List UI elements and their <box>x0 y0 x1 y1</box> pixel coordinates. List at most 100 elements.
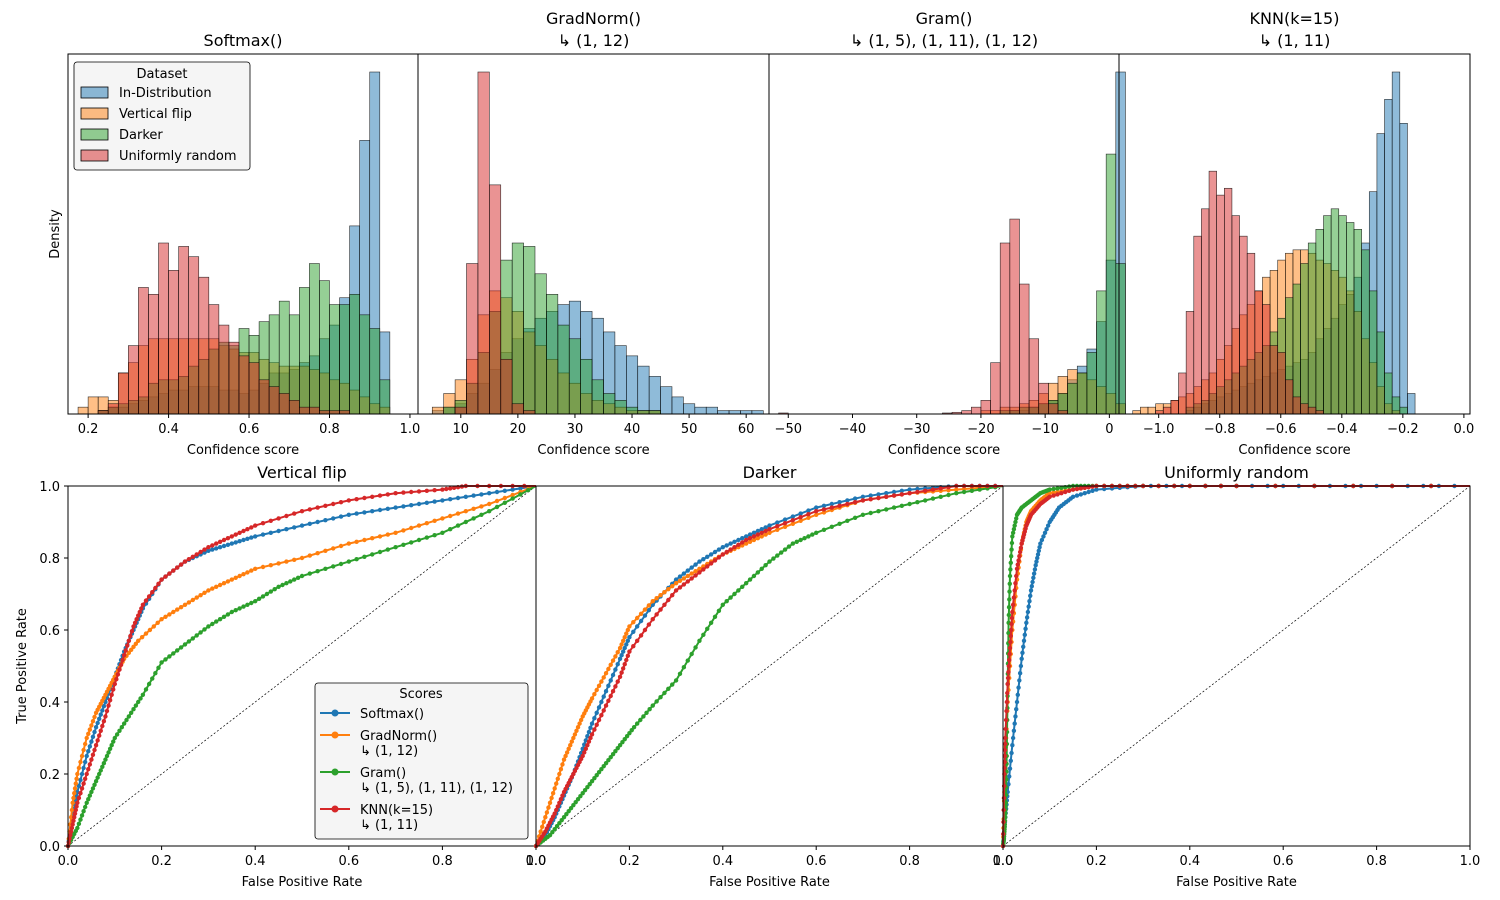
histogram-panel-3: −1.0 −0.8 −0.6 −0.4 −0.2 0.0 Confidence score K… <box>1118 9 1474 458</box>
roc-point <box>153 585 158 591</box>
roc-point <box>716 547 722 552</box>
roc-point <box>608 678 613 683</box>
roc-point <box>393 530 398 535</box>
roc-point <box>171 609 176 615</box>
histogram-bar <box>1185 311 1195 415</box>
x-tick-label: 0.2 <box>78 422 99 437</box>
roc-point <box>241 604 246 609</box>
roc-point <box>72 811 78 816</box>
roc-point <box>876 495 881 501</box>
x-tick-label: 0.6 <box>1273 854 1294 869</box>
roc-point <box>100 708 105 713</box>
roc-point <box>362 554 367 559</box>
roc-point <box>198 593 203 598</box>
roc-point <box>775 524 780 529</box>
roc-point <box>1047 494 1052 499</box>
roc-point <box>103 757 108 762</box>
roc-point <box>547 833 553 838</box>
x-axis-label: Confidence score <box>187 443 299 458</box>
roc-point <box>97 733 102 738</box>
histogram-bar <box>128 345 139 415</box>
roc-point <box>260 521 266 526</box>
roc-point <box>574 728 579 733</box>
roc-point <box>245 570 250 575</box>
roc-point <box>206 545 211 550</box>
legend-swatch <box>80 128 109 141</box>
roc-point <box>276 516 281 521</box>
roc-point <box>852 515 858 520</box>
roc-point <box>1014 516 1019 521</box>
roc-point <box>307 507 312 512</box>
legend-entry: KNN(k=15)↳ (1, 11) <box>360 803 433 833</box>
roc-point <box>658 593 663 598</box>
roc-point <box>814 512 819 517</box>
roc-point <box>479 512 484 517</box>
histogram-bar <box>228 341 240 415</box>
roc-point <box>128 710 134 715</box>
roc-point <box>249 525 254 530</box>
roc-point <box>253 534 258 539</box>
roc-point <box>685 658 690 663</box>
roc-point <box>592 692 597 697</box>
roc-point <box>586 739 592 744</box>
roc-point <box>790 514 796 519</box>
histogram-bar <box>288 400 300 415</box>
roc-point <box>249 535 254 540</box>
roc-point <box>194 633 199 638</box>
roc-point <box>689 571 694 576</box>
roc-point <box>740 536 745 541</box>
roc-point <box>613 667 618 672</box>
roc-markers-1 <box>533 484 998 849</box>
roc-point <box>229 609 234 615</box>
roc-point <box>543 815 548 820</box>
roc-point <box>767 527 772 532</box>
legend-marker <box>331 709 339 717</box>
roc-point <box>646 622 652 627</box>
roc-point <box>455 511 461 516</box>
roc-point <box>264 591 270 597</box>
roc-point <box>1009 540 1015 546</box>
roc-point <box>385 506 390 511</box>
roc-point <box>86 767 91 772</box>
roc-point <box>1005 681 1010 687</box>
x-tick-label: −20 <box>967 422 994 437</box>
x-axis-label: False Positive Rate <box>709 875 830 890</box>
roc-point <box>638 618 644 624</box>
roc-point <box>92 729 97 735</box>
roc-point <box>589 696 595 701</box>
roc-point <box>494 489 500 495</box>
dataset-legend: Dataset In-Distribution Vertical flip Darke… <box>73 61 251 171</box>
roc-point <box>599 713 604 718</box>
roc-point <box>647 707 652 712</box>
roc-point <box>755 528 761 534</box>
roc-point <box>884 491 889 496</box>
roc-point <box>140 692 146 697</box>
roc-point <box>119 725 125 730</box>
roc-point <box>136 699 141 705</box>
x-tick-label: 50 <box>681 422 698 437</box>
roc-point <box>153 671 158 676</box>
roc-point <box>837 503 842 508</box>
roc-point <box>622 635 627 640</box>
roc-point <box>159 617 164 622</box>
roc-point <box>550 791 556 796</box>
roc-point <box>622 645 627 651</box>
histogram-bar <box>309 406 320 415</box>
roc-point <box>899 488 905 493</box>
roc-point <box>821 507 827 512</box>
roc-point <box>1013 581 1018 586</box>
roc-point <box>463 519 468 525</box>
roc-panel-0: 0.00.00.20.20.40.40.60.60.80.81.01.0Fals… <box>15 463 546 890</box>
roc-point <box>555 776 560 781</box>
roc-point <box>617 674 623 679</box>
roc-point <box>284 559 289 564</box>
roc-point <box>146 681 152 687</box>
roc-point <box>1002 747 1008 753</box>
roc-point <box>100 723 105 729</box>
roc-point <box>76 795 82 801</box>
roc-point <box>75 800 80 805</box>
roc-point <box>331 564 336 569</box>
roc-point <box>78 777 83 783</box>
roc-markers-1 <box>65 486 531 849</box>
roc-point <box>440 487 445 492</box>
